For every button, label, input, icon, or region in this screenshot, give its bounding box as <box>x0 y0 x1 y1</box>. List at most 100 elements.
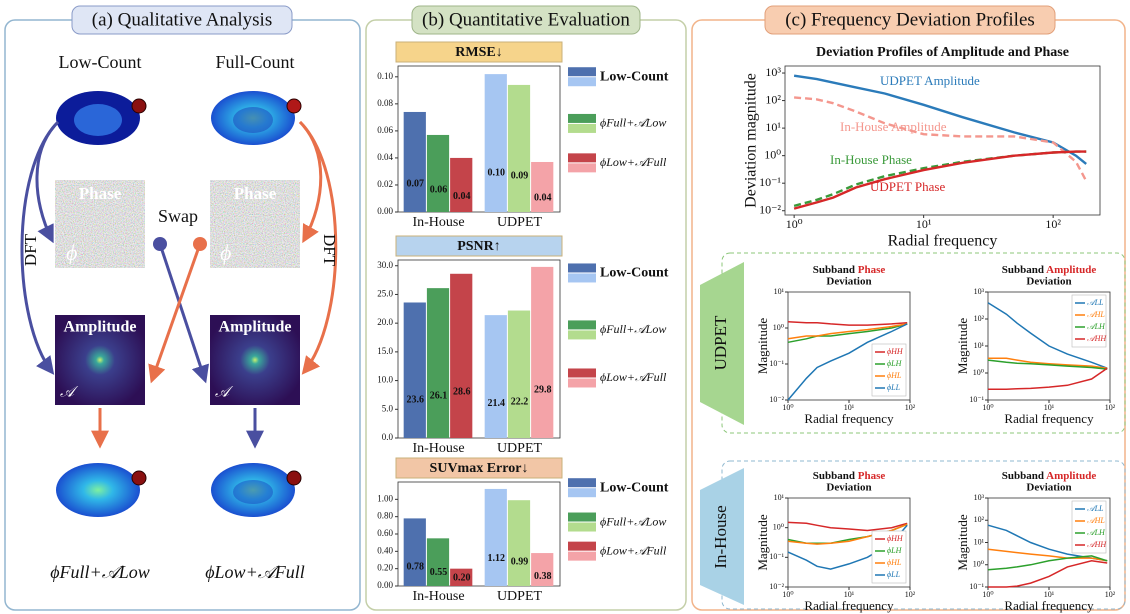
value-label: 22.2 <box>511 397 529 408</box>
value-label: 29.8 <box>534 384 552 395</box>
legend-label: 𝒜HH <box>1087 334 1107 343</box>
image-symbol: ϕ <box>66 240 77 265</box>
x-axis-label: Radial frequency <box>888 233 998 250</box>
y-tick-label: 10¹ <box>974 341 985 350</box>
y-tick-label: 0.10 <box>377 71 393 81</box>
bar <box>508 500 530 586</box>
value-label: 0.06 <box>430 185 448 196</box>
bar <box>404 518 426 586</box>
legend-label: ϕLL <box>887 570 901 579</box>
value-label: 0.09 <box>511 171 529 182</box>
column-label: Low-Count <box>59 52 142 72</box>
bar <box>485 74 507 212</box>
legend-swatch <box>568 124 596 133</box>
y-tick-label: 10⁻¹ <box>759 175 781 189</box>
series-line <box>988 561 1107 587</box>
x-tick-label: In-House <box>412 215 464 230</box>
legend-swatch <box>568 114 596 123</box>
x-tick-label: 10¹ <box>916 217 932 231</box>
chart-subtitle: Deviation <box>1026 482 1071 494</box>
legend-swatch <box>568 513 596 522</box>
y-tick-label: 1.00 <box>377 493 393 503</box>
legend-swatch <box>568 320 596 329</box>
chart-subtitle: Deviation <box>826 276 871 288</box>
x-tick-label: UDPET <box>497 215 543 230</box>
y-tick-label: 10¹ <box>765 120 781 134</box>
legend-label: 𝒜LH <box>1087 528 1106 537</box>
y-tick-label: 0.20 <box>377 563 393 573</box>
bar <box>531 267 553 438</box>
y-tick-label: 10³ <box>974 493 985 502</box>
y-tick-label: 10⁻² <box>769 582 784 591</box>
chart-subtitle: Deviation <box>826 482 871 494</box>
bar <box>485 315 507 438</box>
chart-title: Subband Phase <box>813 470 886 482</box>
legend-label: 𝒜LH <box>1087 322 1106 331</box>
x-tick-label: 10⁰ <box>982 590 993 599</box>
legend-swatch <box>568 273 596 282</box>
series-label: In-House Phase <box>830 152 912 167</box>
legend-label: ϕHH <box>887 347 904 356</box>
y-tick-label: 10⁻¹ <box>969 395 984 404</box>
chart-title: RMSE↓ <box>455 45 502 60</box>
value-label: 28.6 <box>453 386 471 397</box>
x-axis-label: Radial frequency <box>1004 598 1094 613</box>
x-tick-label: In-House <box>412 589 464 604</box>
value-label: 0.04 <box>453 191 471 202</box>
qualitative-panel: Low-Count Full-Count Phase Phase ϕ ϕ Amp… <box>21 52 339 582</box>
legend-swatch <box>568 368 596 377</box>
title-part: Subband <box>813 264 855 276</box>
y-axis-label: Magnitude <box>755 318 770 375</box>
legend-label: ϕFull+𝒜Low <box>600 116 666 130</box>
panel-header: (b) Quantitative Evaluation <box>422 9 630 30</box>
y-tick-label: 10⁻¹ <box>769 359 784 368</box>
bar <box>427 538 449 586</box>
legend-swatch <box>568 552 596 561</box>
x-tick-label: 10² <box>905 590 916 599</box>
legend-label: ϕLH <box>887 359 903 368</box>
dft-label: DFT <box>320 234 339 267</box>
x-tick-label: 10² <box>905 403 916 412</box>
panel-header: (c) Frequency Deviation Profiles <box>785 9 1035 30</box>
column-label: Full-Count <box>215 52 294 72</box>
y-tick-label: 10⁰ <box>973 368 984 377</box>
legend-label: ϕLL <box>887 383 901 392</box>
y-tick-label: 10⁻¹ <box>969 582 984 591</box>
series-line <box>988 368 1107 389</box>
y-tick-label: 0.04 <box>377 152 393 162</box>
y-tick-label: 5.0 <box>382 403 394 413</box>
x-tick-label: 10⁰ <box>786 217 803 231</box>
legend-label: ϕHH <box>887 534 904 543</box>
legend-label: Low-Count <box>600 266 669 281</box>
title-highlight: Phase <box>858 264 886 276</box>
result-label: ϕFull+𝒜Low <box>50 562 150 582</box>
panel-header: (a) Qualitative Analysis <box>92 9 272 30</box>
y-tick-label: 10² <box>974 314 985 323</box>
y-tick-label: 10³ <box>974 287 985 296</box>
y-tick-label: 10⁰ <box>764 147 781 161</box>
x-axis-label: Radial frequency <box>804 598 894 613</box>
legend-label: 𝒜HL <box>1087 310 1105 319</box>
x-tick-label: 10⁰ <box>782 590 793 599</box>
value-label: 23.6 <box>407 394 425 405</box>
value-label: 0.78 <box>407 561 425 572</box>
pet-image <box>210 78 301 153</box>
y-tick-label: 10⁰ <box>773 522 784 531</box>
title-part: Subband <box>813 470 855 482</box>
y-axis-label: Magnitude <box>755 514 770 571</box>
legend-label: 𝒜LL <box>1087 298 1104 307</box>
image-label: Amplitude <box>64 319 137 336</box>
y-axis-label: Magnitude <box>955 514 970 571</box>
chart-title: Deviation Profiles of Amplitude and Phas… <box>816 45 1069 60</box>
legend-swatch <box>568 263 596 272</box>
value-label: 1.12 <box>488 553 506 564</box>
legend-label: 𝒜LL <box>1087 504 1104 513</box>
series-line <box>788 522 907 530</box>
y-tick-label: 10⁻¹ <box>769 552 784 561</box>
legend-label: ϕHL <box>887 558 902 567</box>
legend-swatch <box>568 378 596 387</box>
swap-dot <box>193 237 207 251</box>
y-tick-label: 10¹ <box>774 287 785 296</box>
legend-label: 𝒜HH <box>1087 540 1107 549</box>
y-tick-label: 0.60 <box>377 528 393 538</box>
